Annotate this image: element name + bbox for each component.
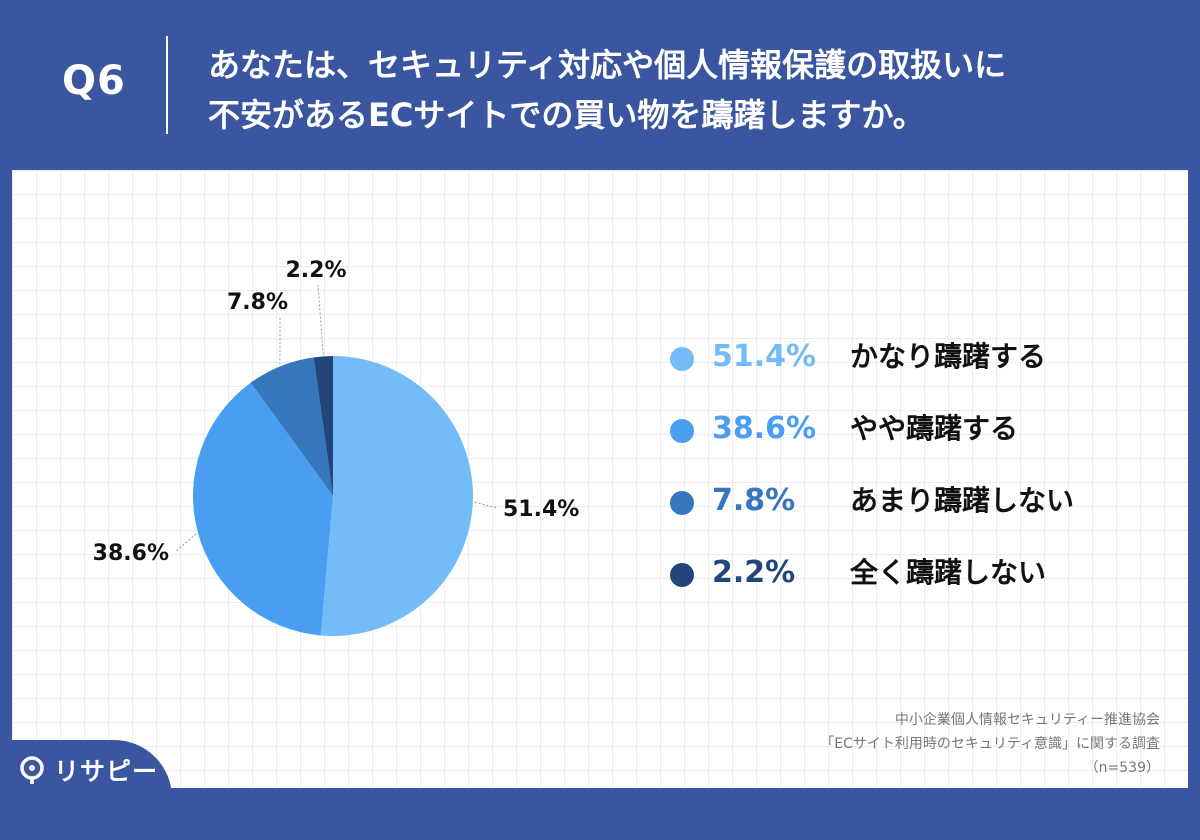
legend-dot-icon — [670, 491, 694, 515]
legend-dot-icon — [670, 563, 694, 587]
legend-label: あまり躊躇しない — [850, 479, 1074, 523]
leader-line-mattaku — [318, 285, 323, 354]
brand-logo: リサピー — [18, 750, 158, 790]
legend-dot-icon — [670, 419, 694, 443]
legend-dot-icon — [670, 347, 694, 371]
legend-label: 全く躊躇しない — [850, 551, 1046, 595]
pie-label-yaya: 38.6% — [93, 541, 169, 566]
logo-text: リサピー — [54, 752, 158, 788]
source-survey: 「ECサイト利用時のセキュリティ意識」に関する調査 — [820, 732, 1160, 756]
leader-line-kanari — [475, 502, 497, 508]
pie-label-amari: 7.8% — [227, 290, 288, 315]
pie-label-mattaku: 2.2% — [285, 258, 346, 283]
source-sample-size: （n=539） — [820, 756, 1160, 780]
legend-value: 2.2% — [712, 551, 795, 595]
pie-chart: 51.4% 38.6% 7.8% 2.2% — [0, 0, 1200, 800]
legend-value: 38.6% — [712, 407, 816, 451]
pie-slice-kanari — [321, 356, 473, 636]
source-note: 中小企業個人情報セキュリティー推進協会 「ECサイト利用時のセキュリティ意識」に… — [820, 708, 1160, 780]
legend-label: やや躊躇する — [850, 407, 1018, 451]
legend-value: 7.8% — [712, 479, 795, 523]
legend-value: 51.4% — [712, 335, 816, 379]
pie-label-kanari: 51.4% — [503, 497, 579, 522]
risapi-logo-icon — [18, 755, 48, 785]
leader-line-yaya — [175, 534, 196, 552]
source-org: 中小企業個人情報セキュリティー推進協会 — [820, 708, 1160, 732]
legend-label: かなり躊躇する — [850, 335, 1046, 379]
pie-slices — [193, 356, 473, 636]
